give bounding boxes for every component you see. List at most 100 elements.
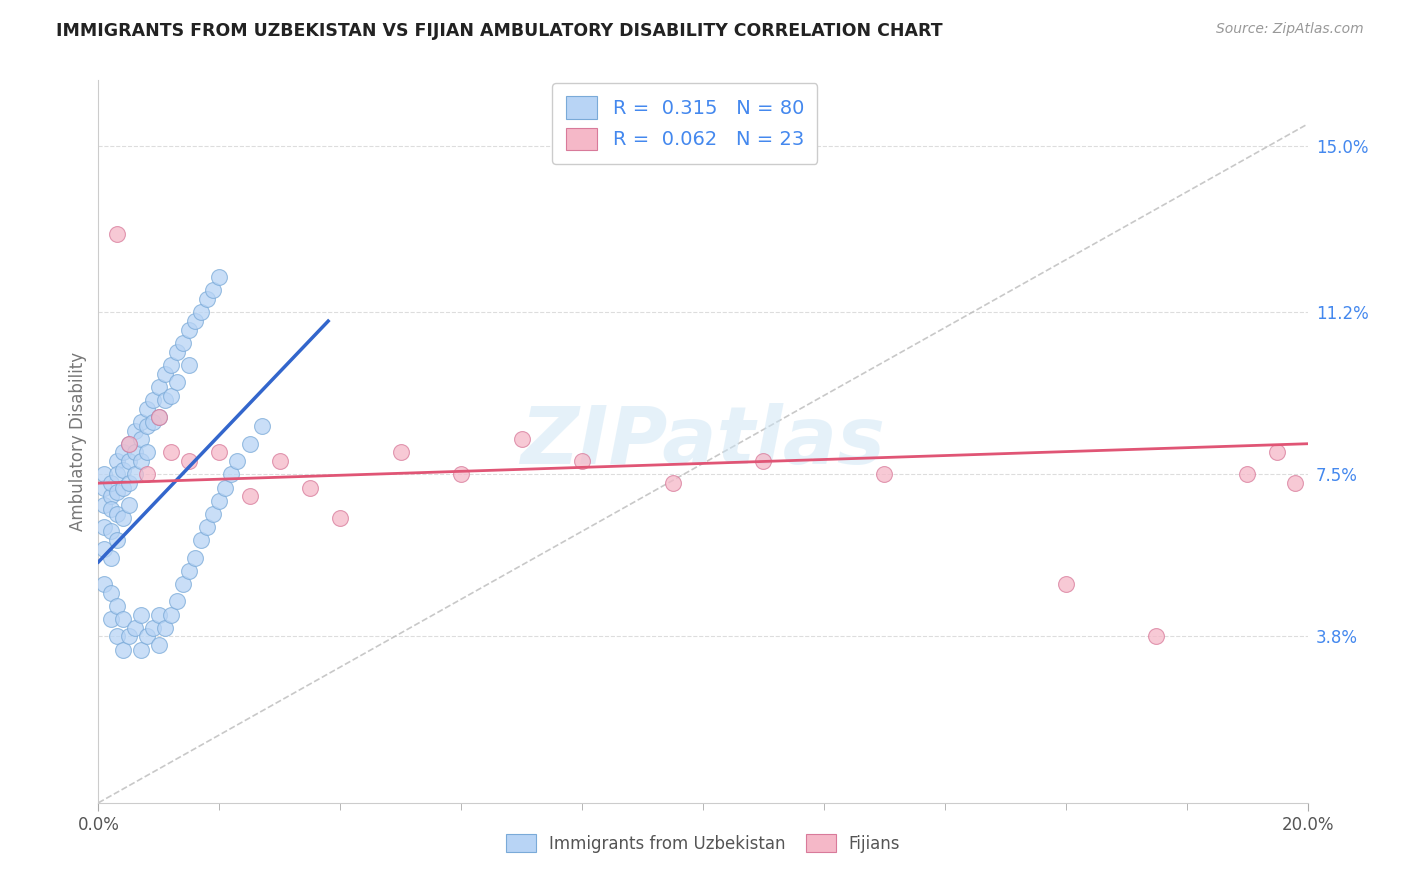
Point [135,401,157,416]
Point [100,585,122,599]
Point [118,498,141,512]
Point [1284,476,1306,491]
Point [135,629,157,643]
Point [105,227,128,241]
Point [1236,467,1258,482]
Point [100,502,122,516]
Point [111,481,134,495]
Point [208,270,231,285]
Point [118,476,141,491]
Point [153,367,176,381]
Point [148,410,170,425]
Point [195,292,218,306]
Point [135,467,157,482]
Point [190,305,212,319]
Point [118,629,141,643]
Point [124,445,146,459]
Point [160,358,183,372]
Point [166,376,188,390]
Point [208,493,231,508]
Point [111,511,134,525]
Point [166,594,188,608]
Text: Source: ZipAtlas.com: Source: ZipAtlas.com [1216,22,1364,37]
Point [160,607,183,622]
Point [389,445,412,459]
Point [111,612,134,626]
Point [105,467,128,482]
Point [100,524,122,539]
Point [142,392,165,407]
Point [118,436,141,450]
Point [661,476,683,491]
Point [93,467,115,482]
Point [221,467,243,482]
Point [202,507,225,521]
Point [93,498,115,512]
Point [172,336,194,351]
Point [135,419,157,434]
Point [450,467,472,482]
Point [752,454,775,468]
Point [105,484,128,499]
Point [111,445,134,459]
Point [105,629,128,643]
Point [129,415,152,429]
Point [148,380,170,394]
Point [100,550,122,565]
Point [239,489,262,503]
Point [166,344,188,359]
Point [195,520,218,534]
Point [873,467,896,482]
Point [179,358,201,372]
Point [142,621,165,635]
Point [179,564,201,578]
Point [329,511,352,525]
Point [93,541,115,556]
Point [124,424,146,438]
Point [118,436,141,450]
Point [148,607,170,622]
Point [148,410,170,425]
Point [269,454,291,468]
Point [160,445,183,459]
Point [129,642,152,657]
Point [129,433,152,447]
Point [160,388,183,402]
Point [124,621,146,635]
Point [571,454,593,468]
Point [111,463,134,477]
Point [105,533,128,547]
Point [510,433,533,447]
Point [299,481,322,495]
Text: IMMIGRANTS FROM UZBEKISTAN VS FIJIAN AMBULATORY DISABILITY CORRELATION CHART: IMMIGRANTS FROM UZBEKISTAN VS FIJIAN AMB… [56,22,943,40]
Point [190,533,212,547]
Point [105,507,128,521]
Point [179,323,201,337]
Point [214,481,236,495]
Point [124,467,146,482]
Point [105,454,128,468]
Point [184,550,207,565]
Point [1267,445,1289,459]
Point [129,454,152,468]
Point [153,392,176,407]
Point [1054,577,1077,591]
Point [93,520,115,534]
Point [111,642,134,657]
Legend: Immigrants from Uzbekistan, Fijians: Immigrants from Uzbekistan, Fijians [499,828,907,860]
Point [93,481,115,495]
Point [179,454,201,468]
Point [202,284,225,298]
Y-axis label: Ambulatory Disability: Ambulatory Disability [69,352,87,531]
Point [172,577,194,591]
Point [250,419,273,434]
Point [153,621,176,635]
Point [142,415,165,429]
Point [100,476,122,491]
Point [100,489,122,503]
Point [184,314,207,328]
Point [1144,629,1167,643]
Point [226,454,249,468]
Point [93,577,115,591]
Point [148,638,170,652]
